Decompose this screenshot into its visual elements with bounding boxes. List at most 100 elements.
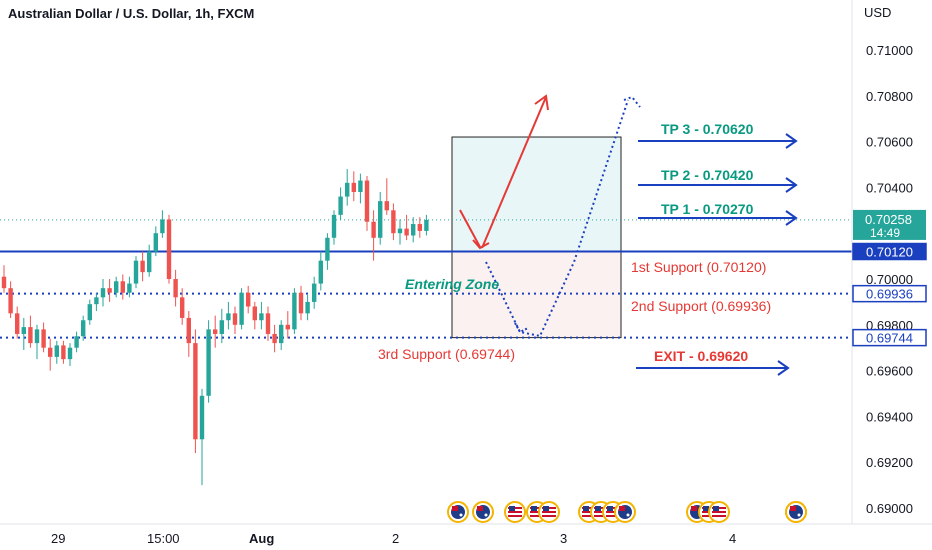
candle-body [397, 228, 403, 234]
level-price: 0.69744 [866, 331, 913, 346]
australia-flag-icon[interactable] [785, 501, 807, 523]
level-price: 0.69936 [866, 287, 913, 302]
flag-canton [595, 506, 601, 511]
flag-canton [607, 506, 613, 511]
candle-body [312, 283, 317, 302]
flag-canton [531, 506, 537, 511]
us-flag-icon[interactable] [504, 501, 526, 523]
candle-body [54, 345, 59, 357]
candle-body [279, 324, 284, 344]
candle-body [147, 251, 152, 273]
level-price-tag [852, 284, 927, 303]
candle-body [272, 333, 277, 344]
time-tick: 2 [392, 531, 399, 546]
flag-canton [703, 506, 709, 511]
support3-label: 3rd Support (0.69744) [378, 346, 515, 362]
drawing-arrows [459, 94, 798, 376]
candle-body [8, 288, 13, 314]
flag-stripe [530, 511, 544, 513]
candle-body [140, 260, 145, 273]
candle-body [325, 237, 330, 261]
candle-body [232, 313, 238, 325]
candle-body [153, 233, 158, 252]
candle-body [166, 219, 172, 279]
candle-body [285, 324, 290, 330]
price-tick: 0.69400 [866, 409, 913, 424]
flag-stripe [594, 515, 608, 517]
red-arrow-down-head [472, 239, 490, 250]
candle-body [100, 288, 106, 298]
price-tick: 0.69000 [866, 501, 913, 516]
support2-label: 2nd Support (0.69936) [631, 298, 771, 314]
economic-events[interactable] [447, 501, 807, 523]
candle-body [160, 219, 165, 234]
candle-body [133, 260, 139, 284]
time-axis[interactable]: 29 15:00 Aug 2 3 4 [0, 523, 932, 546]
candle-body [417, 224, 422, 231]
blue-dotted-arrowhead [623, 95, 641, 108]
flag-stripe [594, 511, 608, 513]
current-price: 0.70258 [865, 212, 912, 227]
time-tick: 15:00 [147, 531, 180, 546]
australia-flag-icon[interactable] [472, 501, 494, 523]
flag-stripe [606, 515, 620, 517]
red-arrow-up [481, 96, 547, 249]
candle-body [318, 260, 323, 284]
candle-body [345, 182, 350, 197]
current-price-tag [853, 209, 926, 240]
candle-body [239, 292, 244, 325]
price-axis[interactable]: USD0.710000.708000.706000.704000.702000.… [851, 0, 927, 524]
candle-body [199, 395, 205, 440]
price-tick: 0.70000 [866, 272, 913, 287]
price-tick: 0.69600 [866, 364, 913, 379]
candle-body [252, 306, 257, 321]
candle-body [338, 196, 343, 215]
candle-body [351, 182, 356, 192]
level-price-tag [852, 328, 927, 347]
exit-arrow-head [777, 360, 790, 376]
candle-body [87, 304, 92, 321]
candle-body [173, 279, 178, 298]
australia-flag-icon[interactable] [614, 501, 636, 523]
flag-stripe [606, 511, 620, 513]
candle-body [74, 336, 79, 348]
time-tick: 29 [51, 531, 65, 546]
candle-body [298, 292, 304, 314]
price-tick: 0.71000 [866, 43, 913, 58]
candle-body [404, 228, 409, 236]
flag-stripe [582, 511, 596, 513]
candle-body [81, 320, 86, 337]
flag-stripe [508, 511, 522, 513]
candle-body [246, 292, 251, 307]
candle-body [384, 201, 389, 211]
tp1-arrow-head [785, 210, 798, 226]
tp1-label: TP 1 - 0.70270 [661, 201, 754, 217]
red-arrow-down [459, 209, 481, 248]
candle-body [94, 297, 99, 305]
us-flag-icon[interactable] [708, 501, 730, 523]
us-flag-icon[interactable] [538, 501, 560, 523]
time-tick: 3 [560, 531, 567, 546]
australia-flag-icon[interactable] [447, 501, 469, 523]
level-price: 0.70120 [866, 245, 913, 260]
price-tick: 0.70400 [866, 180, 913, 195]
candle-body [127, 283, 132, 293]
candle-body [180, 297, 185, 318]
flag-star [626, 513, 630, 517]
level-price-tag [852, 242, 927, 261]
flag-star [797, 513, 801, 517]
candle-body [28, 327, 33, 344]
candle-body [391, 210, 396, 234]
candles [1, 169, 429, 486]
chart-title: Australian Dollar / U.S. Dollar, 1h, FXC… [8, 6, 255, 21]
blue-dotted-dip-head [514, 322, 529, 334]
tp3-arrow-head [785, 133, 798, 149]
candle-body [114, 281, 119, 293]
candle-body [21, 327, 26, 334]
price-tick: 0.70600 [866, 135, 913, 150]
flag-stripe [530, 515, 544, 517]
candle-body [34, 329, 40, 344]
candle-body [15, 313, 20, 334]
flag-jack [790, 506, 796, 511]
